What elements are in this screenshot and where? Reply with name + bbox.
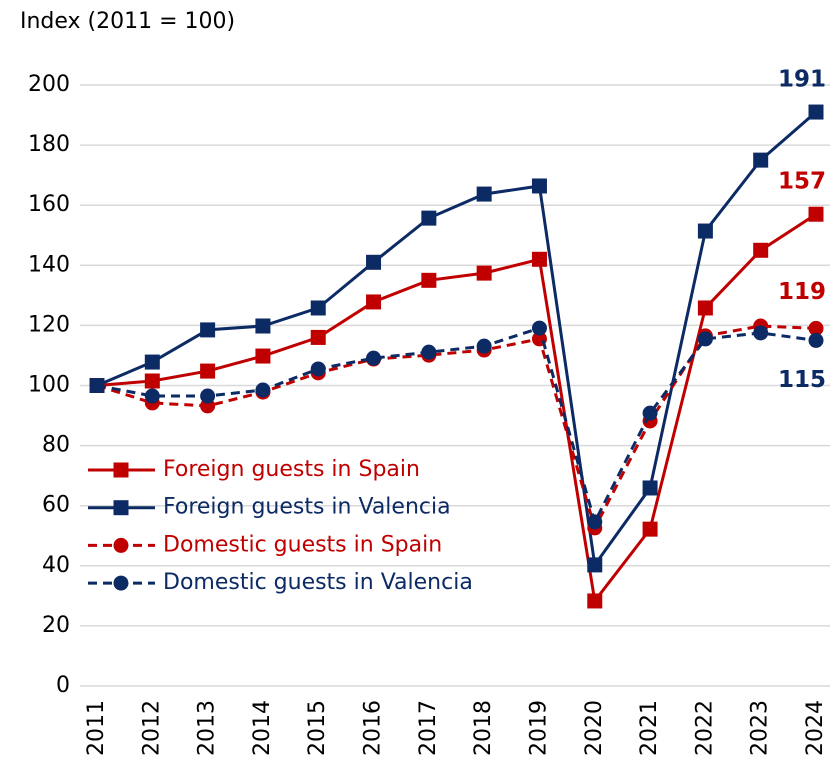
y-tick-label: 180 xyxy=(28,132,70,157)
y-tick-label: 40 xyxy=(42,553,70,578)
series-line xyxy=(96,212,817,605)
data-point xyxy=(310,329,326,345)
data-point xyxy=(753,152,769,168)
series-line xyxy=(96,326,817,527)
data-point xyxy=(697,300,713,316)
data-point xyxy=(642,480,658,496)
data-point xyxy=(255,318,271,334)
data-point xyxy=(89,378,105,393)
data-point xyxy=(587,557,603,573)
data-point xyxy=(421,344,437,360)
legend-marker xyxy=(113,537,129,553)
x-tick-label: 2024 xyxy=(803,700,828,756)
x-tick-label: 2015 xyxy=(305,700,330,756)
series-line xyxy=(96,324,817,532)
legend-item: Foreign guests in Valencia xyxy=(88,495,451,520)
data-point xyxy=(366,294,382,310)
end-value-label: 191 xyxy=(778,67,826,93)
end-value-label: 119 xyxy=(778,279,826,305)
legend-label: Foreign guests in Spain xyxy=(163,457,420,482)
legend-label: Domestic guests in Valencia xyxy=(163,570,473,595)
y-tick-label: 100 xyxy=(28,373,70,398)
data-point xyxy=(476,265,492,281)
legend-marker xyxy=(113,462,129,478)
data-point xyxy=(476,338,492,354)
data-point xyxy=(587,593,603,609)
y-tick-label: 200 xyxy=(28,72,70,97)
y-tick-label: 60 xyxy=(42,493,70,518)
data-point xyxy=(642,405,658,421)
end-value-label: 157 xyxy=(778,169,826,195)
x-tick-label: 2019 xyxy=(526,700,551,756)
x-tick-label: 2017 xyxy=(416,700,441,756)
data-point xyxy=(697,223,713,239)
data-point xyxy=(808,206,824,222)
legend-label: Domestic guests in Spain xyxy=(163,532,442,557)
x-tick-label: 2020 xyxy=(582,700,607,756)
data-point xyxy=(808,332,824,348)
data-point xyxy=(753,325,769,341)
data-point xyxy=(697,331,713,347)
x-tick-label: 2023 xyxy=(748,700,773,756)
y-tick-label: 140 xyxy=(28,252,70,277)
data-point xyxy=(421,210,437,226)
y-tick-label: 160 xyxy=(28,192,70,217)
x-tick-label: 2018 xyxy=(471,700,496,756)
data-point xyxy=(144,354,160,370)
x-tick-label: 2021 xyxy=(637,700,662,756)
data-point xyxy=(421,272,437,288)
data-point xyxy=(808,320,824,336)
data-point xyxy=(200,363,216,379)
end-value-label: 115 xyxy=(778,367,826,393)
data-point xyxy=(200,322,216,338)
data-point xyxy=(531,251,547,267)
legend-label: Foreign guests in Valencia xyxy=(163,495,451,520)
y-tick-label: 0 xyxy=(56,673,70,698)
data-point xyxy=(255,382,271,398)
data-point xyxy=(366,254,382,270)
data-point xyxy=(310,300,326,316)
y-tick-label: 80 xyxy=(42,433,70,458)
data-point xyxy=(144,388,160,404)
x-tick-label: 2016 xyxy=(361,700,386,756)
y-axis-label: Index (2011 = 100) xyxy=(20,9,235,34)
data-point xyxy=(255,348,271,364)
data-point xyxy=(531,178,547,194)
data-point xyxy=(476,186,492,202)
x-tick-label: 2013 xyxy=(195,700,220,756)
data-point xyxy=(310,361,326,377)
y-tick-label: 20 xyxy=(42,613,70,638)
data-point xyxy=(531,320,547,336)
x-tick-label: 2014 xyxy=(250,700,275,756)
data-point xyxy=(144,373,160,389)
data-point xyxy=(642,521,658,537)
data-point xyxy=(753,242,769,258)
data-point xyxy=(366,350,382,366)
legend-marker xyxy=(113,500,129,516)
x-tick-label: 2011 xyxy=(84,700,109,756)
y-tick-label: 120 xyxy=(28,312,70,337)
data-point xyxy=(200,388,216,404)
data-point xyxy=(587,514,603,530)
legend-item: Domestic guests in Valencia xyxy=(88,570,473,595)
legend-item: Foreign guests in Spain xyxy=(88,457,420,482)
x-tick-label: 2012 xyxy=(139,700,164,756)
data-point xyxy=(808,104,824,120)
x-tick-label: 2022 xyxy=(692,700,717,756)
legend-item: Domestic guests in Spain xyxy=(88,532,442,557)
series-line xyxy=(96,110,817,569)
legend-marker xyxy=(113,575,129,591)
